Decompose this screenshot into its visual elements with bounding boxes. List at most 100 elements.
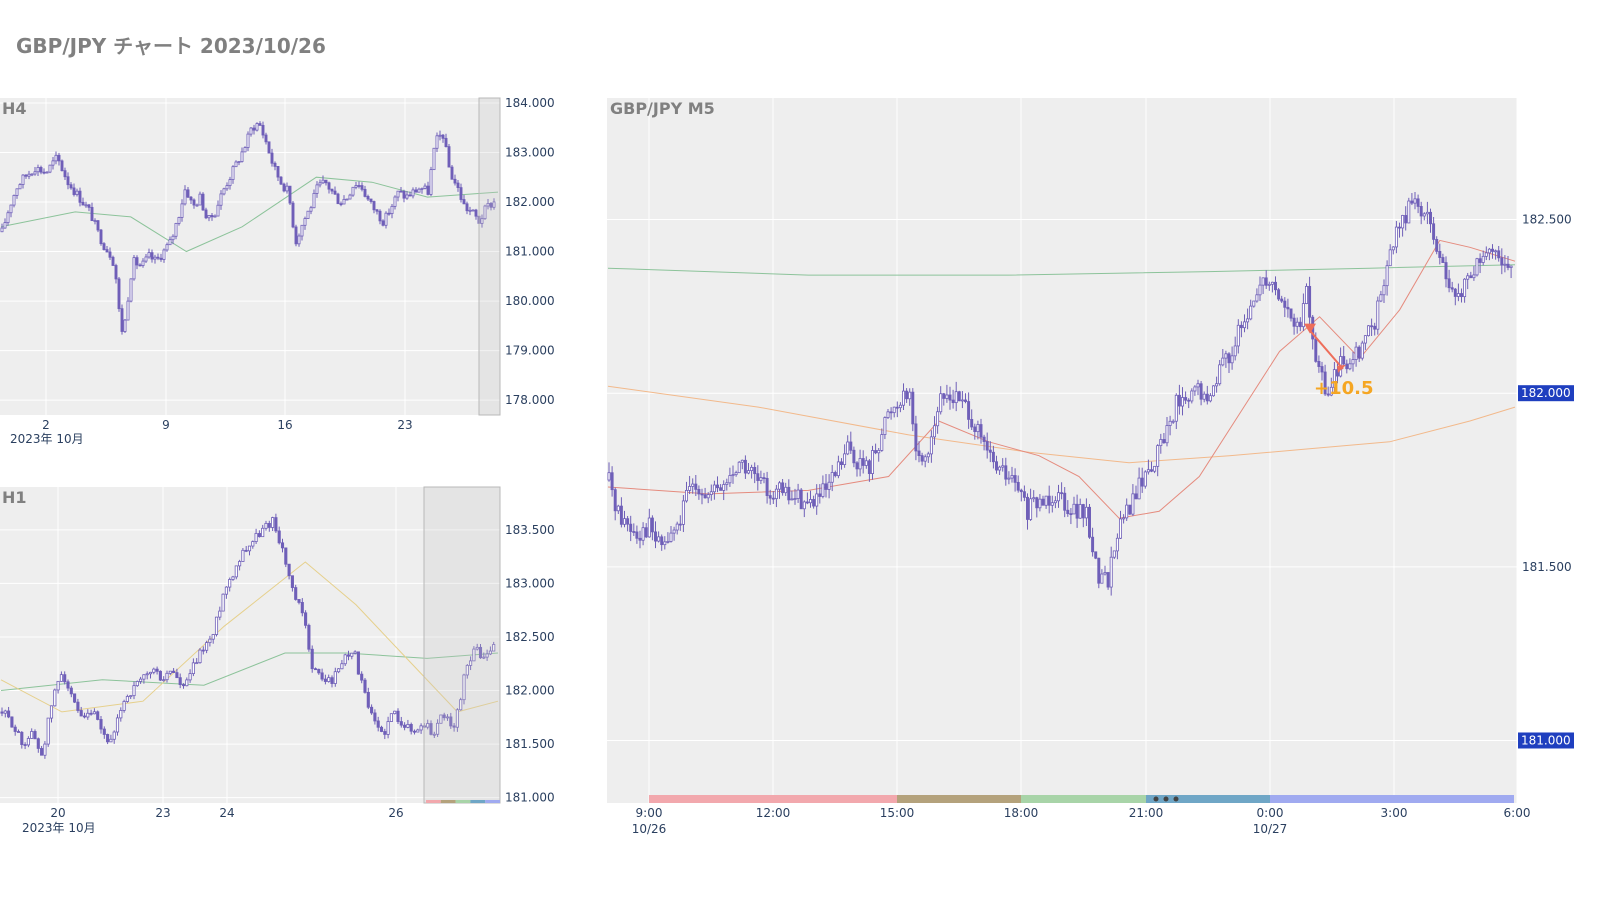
h1-candle-body: [478, 646, 483, 659]
h1-candle-body: [449, 716, 453, 727]
m5-candle-body: [1239, 324, 1243, 329]
h4-candle-body: [474, 209, 478, 217]
m5-candle-body: [1084, 506, 1088, 519]
m5-candle-body: [1342, 356, 1346, 365]
m5-candle-body: [1016, 481, 1020, 491]
h4-candle-body: [129, 278, 133, 302]
h1-candle-body: [16, 731, 21, 733]
m5-candle-body: [1314, 338, 1318, 362]
m5-candle-body: [964, 399, 967, 402]
h1-candle-body: [294, 587, 298, 600]
h4-candle-body: [483, 205, 487, 220]
h4-candle-body: [348, 194, 352, 200]
h4-candle-body: [207, 215, 211, 219]
m5-candle-body: [1230, 355, 1234, 364]
h1-candle-body: [304, 612, 308, 626]
h4-panel-title: H4: [2, 99, 27, 118]
h4-candle-body: [342, 198, 346, 205]
m5-candle-body: [1478, 258, 1482, 263]
m5-candle-body: [948, 394, 952, 401]
m5-candle-body: [889, 411, 893, 414]
m5-candle-body: [774, 488, 778, 500]
h1-candle-body: [360, 673, 364, 681]
h4-candle-body: [93, 220, 97, 223]
m5-candle-body: [1373, 325, 1377, 330]
m5-candle-body: [756, 473, 760, 481]
h1-candle-body: [419, 725, 423, 731]
m5-candle-body: [926, 453, 930, 458]
h4-candle-body: [24, 174, 28, 177]
h1-candle-body: [310, 648, 314, 670]
h1-candle-body: [115, 717, 120, 733]
h1-candle-body: [7, 710, 11, 718]
m5-candle-body: [1249, 305, 1253, 320]
m5-candle-body: [685, 489, 688, 502]
m5-candle-body: [1305, 285, 1308, 304]
h1-candle-body: [439, 714, 443, 724]
h4-candle-body: [150, 252, 154, 260]
m5-candle-body: [979, 424, 983, 438]
m5-candle-body: [635, 531, 639, 539]
h4-candle-body: [108, 251, 112, 258]
m5-event-dot: [1153, 796, 1159, 802]
h4-candle-body: [111, 256, 115, 266]
h4-candle-body: [444, 137, 448, 148]
h1-candle-body: [59, 674, 63, 682]
h4-candle-body: [306, 210, 310, 219]
h1-candle-body: [89, 712, 93, 715]
m5-candle-body: [1382, 285, 1386, 296]
m5-price-tag-label: 182.000: [1521, 386, 1571, 400]
m5-candle-body: [973, 426, 977, 433]
h1-candle-body: [191, 662, 195, 674]
h1-candle-body: [181, 684, 186, 687]
m5-candle-body: [1463, 278, 1467, 298]
h4-candle-body: [9, 204, 13, 214]
m5-ma-orange-line: [607, 385, 1516, 464]
m5-candle-body: [1432, 223, 1436, 240]
h1-candle-body: [343, 654, 347, 665]
h1-y-tick-label: 181.500: [505, 737, 555, 751]
h4-y-tick-label: 182.000: [505, 195, 555, 209]
h4-x-tick-label: 16: [277, 418, 292, 432]
h4-candle-body: [90, 206, 94, 222]
m5-candle-body: [1038, 498, 1042, 509]
h4-candle-body: [21, 174, 25, 185]
m5-candle-body: [1221, 357, 1225, 366]
m5-candle-body: [1193, 386, 1197, 392]
h1-candle-body: [122, 701, 126, 711]
m5-candle-body: [1153, 465, 1157, 472]
h4-y-tick-label: 183.000: [505, 145, 555, 159]
h4-candle-body: [369, 198, 373, 202]
m5-candle-body: [1112, 550, 1116, 558]
h1-candle-body: [231, 576, 235, 580]
m5-candle-body: [728, 475, 732, 484]
m5-candle-body: [1174, 394, 1178, 422]
m5-candle-body: [1308, 285, 1312, 318]
h4-candle-body: [84, 204, 88, 207]
m5-candle-body: [1503, 263, 1507, 266]
m5-candle-body: [632, 531, 636, 533]
h4-candle-body: [372, 201, 376, 211]
h1-candle-body: [376, 720, 380, 728]
h1-candle-body: [396, 710, 400, 722]
h4-plot-area: [0, 98, 500, 415]
m5-candle-body: [1441, 257, 1445, 263]
m5-candle-body: [1283, 300, 1287, 308]
m5-candle-body: [740, 459, 744, 463]
m5-candle-body: [1128, 504, 1132, 515]
h1-candle-body: [472, 648, 476, 662]
m5-candle-body: [1435, 239, 1439, 252]
h4-candle-body: [123, 319, 127, 332]
h4-candle-body: [96, 220, 100, 231]
h4-candle-body: [453, 178, 457, 184]
m5-candle-body: [1199, 383, 1203, 400]
m5-session-bar-segment: [1146, 795, 1270, 803]
h1-candle-body: [429, 723, 433, 735]
m5-candle-body: [1032, 497, 1036, 500]
m5-candle-body: [793, 498, 797, 500]
h1-candle-body: [492, 644, 496, 652]
m5-candle-body: [982, 436, 986, 442]
h1-candle-body: [247, 545, 252, 552]
m5-candle-body: [1168, 420, 1172, 426]
h4-candle-body: [471, 209, 475, 212]
